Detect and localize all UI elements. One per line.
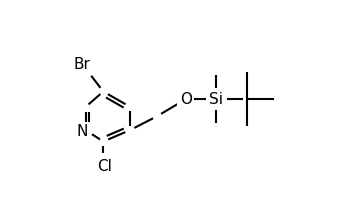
Text: Br: Br bbox=[73, 57, 90, 72]
Text: N: N bbox=[76, 124, 87, 139]
Text: Si: Si bbox=[210, 92, 223, 107]
Text: Cl: Cl bbox=[97, 159, 112, 174]
Text: O: O bbox=[180, 92, 192, 107]
